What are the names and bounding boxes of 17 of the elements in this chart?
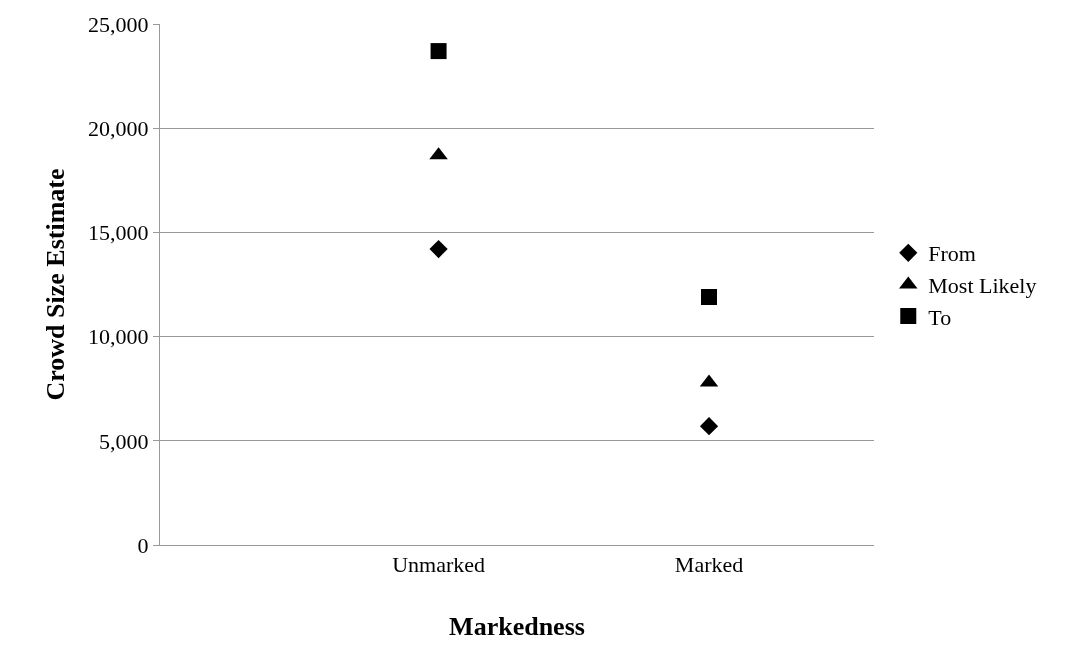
legend-label: To <box>928 304 952 330</box>
y-tick-label: 0 <box>137 532 149 558</box>
point <box>430 43 447 60</box>
y-tick-label: 15,000 <box>88 220 149 246</box>
y-axis-title: Crowd Size Estimate <box>41 168 71 401</box>
x-tick-label: Unmarked <box>392 552 485 578</box>
y-tick-label: 10,000 <box>88 324 149 350</box>
y-tick-label: 25,000 <box>88 11 149 37</box>
legend-label: From <box>928 241 976 267</box>
point <box>429 239 448 259</box>
legend-label: Most Likely <box>928 272 1037 298</box>
x-tick-label: Marked <box>674 552 744 578</box>
point <box>699 417 719 436</box>
point <box>701 289 718 305</box>
y-tick-label: 5,000 <box>99 428 149 454</box>
y-tick-label: 20,000 <box>88 115 149 141</box>
x-axis-title: Markedness <box>449 612 585 642</box>
